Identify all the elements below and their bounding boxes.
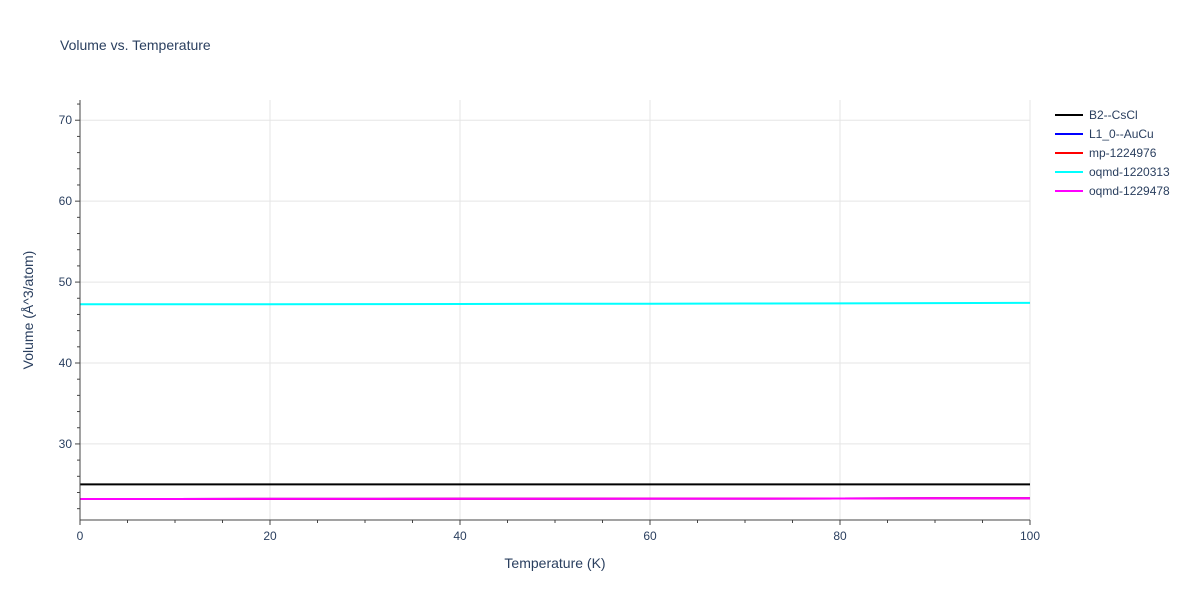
y-tick-label: 60	[59, 194, 73, 208]
y-tick-label: 50	[59, 275, 73, 289]
y-axis-title: Volume (Å^3/atom)	[20, 251, 36, 370]
x-tick-label: 80	[833, 529, 847, 543]
legend-item-oqmd-1220313[interactable]: oqmd-1220313	[1055, 165, 1170, 179]
legend-label: L1_0--AuCu	[1089, 127, 1154, 141]
series-lines	[80, 301, 1031, 500]
legend-item-mp-1224976[interactable]: mp-1224976	[1055, 146, 1157, 160]
x-tick-label: 20	[263, 529, 277, 543]
legend-label: B2--CsCl	[1089, 108, 1138, 122]
y-tick-label: 70	[59, 113, 73, 127]
series-line-oqmd-1229478	[80, 497, 1031, 500]
y-tick-label: 30	[59, 437, 73, 451]
axes: 0 20 40 60 80 100 30 40 50 60 70	[59, 100, 1040, 543]
grid	[80, 100, 1031, 520]
x-tick-label: 100	[1020, 529, 1040, 543]
chart-title: Volume vs. Temperature	[60, 37, 211, 53]
legend-item-oqmd-1229478[interactable]: oqmd-1229478	[1055, 184, 1170, 198]
x-tick-label: 0	[77, 529, 84, 543]
series-line-oqmd-1220313	[80, 301, 1031, 306]
legend-item-B2--CsCl[interactable]: B2--CsCl	[1055, 108, 1138, 122]
legend-item-L1_0--AuCu[interactable]: L1_0--AuCu	[1055, 127, 1154, 141]
legend-label: oqmd-1220313	[1089, 165, 1170, 179]
legend-label: oqmd-1229478	[1089, 184, 1170, 198]
y-tick-label: 40	[59, 356, 73, 370]
legend-label: mp-1224976	[1089, 146, 1157, 160]
x-axis-title: Temperature (K)	[504, 555, 605, 571]
x-tick-label: 60	[643, 529, 657, 543]
legend[interactable]: B2--CsCl L1_0--AuCu mp-1224976 oqmd-1220313…	[1055, 108, 1170, 198]
x-tick-label: 40	[453, 529, 467, 543]
